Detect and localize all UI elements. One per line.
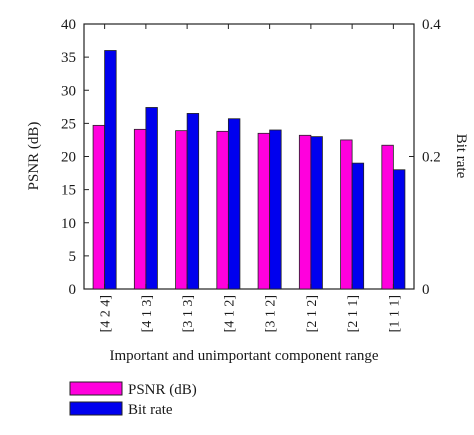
legend-swatch-psnr bbox=[69, 381, 123, 396]
category-label: [1 1 1] bbox=[387, 295, 402, 332]
legend-label-psnr: PSNR (dB) bbox=[128, 382, 197, 398]
right-tick-label: 0.2 bbox=[422, 150, 441, 166]
category-label: [3 1 3] bbox=[181, 295, 196, 332]
bar-psnr bbox=[92, 124, 106, 290]
category-labels: [4 2 4] [4 1 3] [3 1 3] [4 1 2] [3 1 2] [2 1 … bbox=[99, 24, 402, 332]
bar-bitrate bbox=[227, 118, 241, 290]
bars-group bbox=[92, 50, 406, 290]
category-label: [4 2 4] bbox=[99, 295, 114, 332]
bar-bitrate bbox=[186, 113, 200, 290]
bar-bitrate bbox=[269, 129, 282, 290]
left-axis: 0 5 10 15 20 25 30 35 40 bbox=[61, 17, 89, 298]
bar-psnr bbox=[381, 144, 394, 290]
left-tick-label: 30 bbox=[61, 83, 76, 99]
bar-psnr bbox=[216, 130, 229, 290]
plot-frame bbox=[83, 23, 415, 290]
left-tick-label: 5 bbox=[69, 249, 77, 265]
legend: PSNR (dB) Bit rate bbox=[69, 381, 197, 418]
right-axis-title: Bit rate bbox=[453, 134, 469, 179]
bar-bitrate bbox=[392, 169, 406, 290]
right-tick-label: 0 bbox=[422, 282, 430, 298]
bar-psnr bbox=[340, 139, 353, 290]
left-tick-label: 15 bbox=[61, 183, 76, 199]
bar-bitrate bbox=[104, 50, 117, 290]
left-tick-label: 10 bbox=[61, 216, 76, 232]
category-label: [2 1 1] bbox=[346, 295, 361, 332]
bar-bitrate bbox=[145, 107, 158, 290]
category-label: [4 1 3] bbox=[140, 295, 155, 332]
right-axis: 0 0.2 0.4 bbox=[409, 17, 441, 298]
left-tick-label: 25 bbox=[61, 116, 76, 132]
x-axis-title: Important and unimportant component rang… bbox=[109, 348, 378, 364]
bar-psnr bbox=[257, 132, 271, 290]
bar-psnr bbox=[298, 134, 312, 290]
left-tick-label: 35 bbox=[61, 50, 76, 66]
left-tick-label: 0 bbox=[69, 282, 77, 298]
bar-psnr bbox=[133, 128, 147, 290]
bar-bitrate bbox=[310, 136, 323, 290]
left-axis-title: PSNR (dB) bbox=[26, 122, 42, 191]
category-label: [2 1 2] bbox=[305, 295, 320, 332]
legend-label-bitrate: Bit rate bbox=[128, 402, 173, 418]
left-tick-label: 40 bbox=[61, 17, 76, 33]
category-label: [4 1 2] bbox=[222, 295, 237, 332]
bar-psnr bbox=[175, 130, 188, 290]
legend-swatch-bitrate bbox=[69, 401, 123, 416]
bar-bitrate bbox=[351, 162, 365, 290]
plot-border bbox=[83, 23, 415, 290]
category-label: [3 1 2] bbox=[264, 295, 279, 332]
left-tick-label: 20 bbox=[61, 150, 76, 166]
right-tick-label: 0.4 bbox=[422, 17, 441, 33]
